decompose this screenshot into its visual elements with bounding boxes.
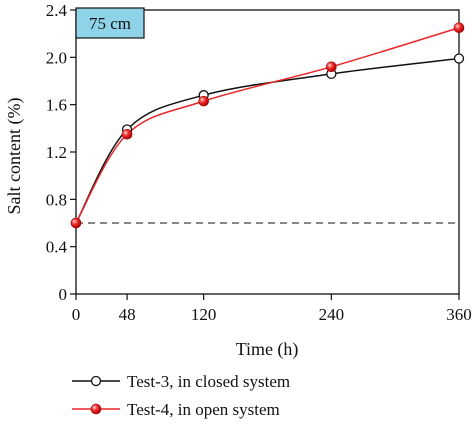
annotation-box	[75, 7, 145, 39]
x-tick-label: 240	[319, 305, 345, 324]
legend-label-1: Test-3, in closed system	[127, 372, 290, 391]
y-tick-label: 1.6	[46, 96, 67, 115]
legend-marker-2	[90, 403, 102, 415]
y-tick-label: 2.0	[46, 48, 67, 67]
legend-marker-1	[90, 375, 102, 387]
y-tick-label: 0.4	[46, 238, 68, 257]
annotation-label: 75 cm	[89, 14, 131, 33]
data-point-series-2	[326, 61, 337, 73]
plot-border	[75, 9, 460, 295]
legend-label-2: Test-4, in open system	[127, 400, 280, 419]
data-point-series-2	[121, 128, 133, 140]
y-tick-label: 0.8	[46, 190, 67, 209]
y-tick-label: 1.2	[46, 143, 67, 162]
x-ticks: 0 48 120 240 360	[72, 294, 472, 324]
x-axis-title: Time (h)	[236, 339, 299, 360]
y-tick-label: 0	[59, 285, 68, 304]
x-tick-label: 48	[119, 305, 136, 324]
data-point-series-2	[453, 22, 465, 34]
legend: Test-3, in closed system Test-4, in open …	[72, 372, 290, 419]
series-line-2	[75, 27, 460, 224]
y-axis-title: Salt content (%)	[4, 98, 25, 215]
y-ticks: 0 0.4 0.8 1.2 1.6 2.0 2.4	[46, 1, 76, 304]
y-tick-label: 2.4	[46, 1, 68, 20]
x-tick-label: 120	[191, 305, 217, 324]
data-point-series-2	[198, 95, 209, 107]
plot-frame	[75, 9, 460, 295]
data-point-series-1	[453, 53, 465, 64]
series-group	[70, 22, 465, 229]
data-point-series-2	[70, 217, 82, 229]
annotation-group: 75 cm	[75, 7, 145, 39]
x-tick-label: 360	[446, 305, 472, 324]
x-tick-label: 0	[72, 305, 81, 324]
